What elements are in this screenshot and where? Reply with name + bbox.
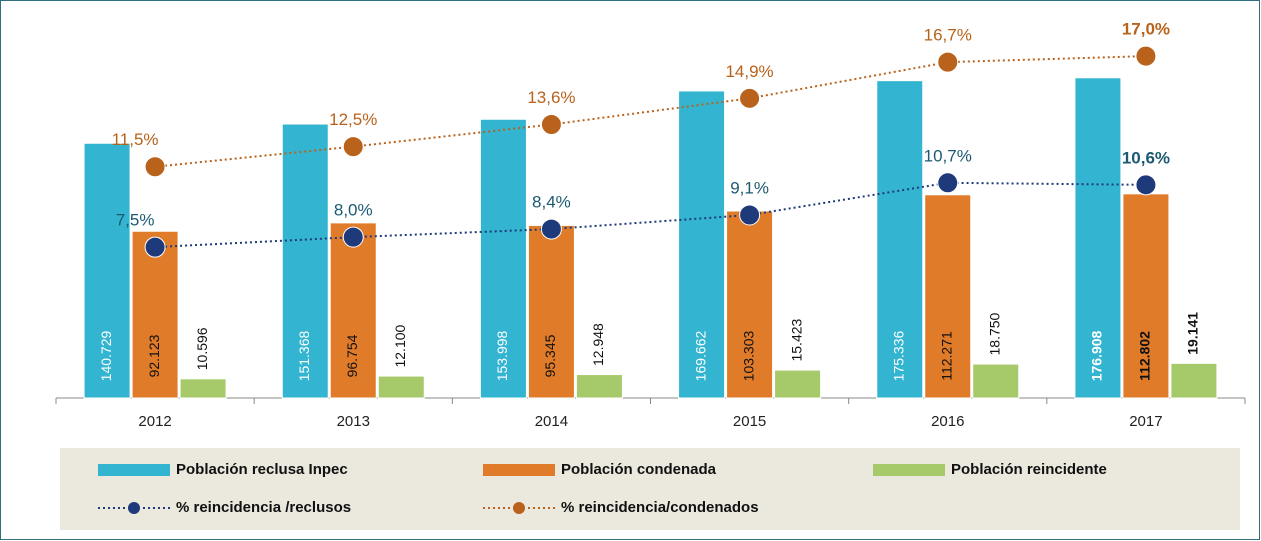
x-tick-label: 2012 bbox=[138, 413, 171, 430]
line-value-label: 12,5% bbox=[329, 110, 377, 129]
bar bbox=[329, 222, 377, 399]
bar-value-label: 112.802 bbox=[1137, 331, 1153, 381]
bar-value-label: 103.303 bbox=[740, 330, 756, 381]
legend-swatch bbox=[483, 464, 555, 476]
legend-marker bbox=[128, 502, 140, 514]
bar-value-label: 12.948 bbox=[590, 323, 606, 366]
line-value-label: 10,6% bbox=[1122, 148, 1170, 167]
bar bbox=[774, 369, 822, 399]
x-tick-label: 2014 bbox=[535, 413, 568, 430]
legend-label: % reincidencia/condenados bbox=[561, 499, 759, 516]
bar bbox=[479, 118, 527, 399]
bar bbox=[131, 230, 179, 399]
x-tick-label: 2017 bbox=[1129, 413, 1162, 430]
line-series bbox=[154, 55, 1146, 168]
bar bbox=[1122, 193, 1170, 399]
legend-label: Población condenada bbox=[561, 461, 717, 478]
bar-value-label: 151.368 bbox=[296, 330, 312, 381]
legend-swatch bbox=[98, 464, 170, 476]
line-point bbox=[1135, 45, 1157, 67]
bar-value-label: 175.336 bbox=[890, 330, 906, 381]
line-point bbox=[342, 226, 364, 248]
legend-marker bbox=[513, 502, 525, 514]
bar bbox=[575, 374, 623, 399]
line-point bbox=[540, 218, 562, 240]
line-point bbox=[144, 156, 166, 178]
bar bbox=[726, 210, 774, 399]
line-value-label: 10,7% bbox=[924, 146, 972, 165]
bar-value-label: 96.754 bbox=[344, 334, 360, 377]
line-value-label: 17,0% bbox=[1122, 20, 1170, 39]
x-tick-label: 2015 bbox=[733, 413, 766, 430]
legend-label: % reincidencia /reclusos bbox=[176, 499, 351, 516]
line-point bbox=[937, 172, 959, 194]
line-value-label: 9,1% bbox=[730, 178, 769, 197]
line-value-label: 11,5% bbox=[112, 130, 159, 149]
bar bbox=[179, 378, 227, 399]
bar-value-label: 92.123 bbox=[146, 334, 162, 377]
bar-value-label: 112.271 bbox=[938, 331, 954, 381]
line-point bbox=[1135, 174, 1157, 196]
line-point bbox=[739, 204, 761, 226]
line-value-label: 14,9% bbox=[725, 62, 773, 81]
legend-label: Población reclusa Inpec bbox=[176, 461, 348, 478]
bar-value-label: 169.662 bbox=[692, 330, 708, 381]
line-point bbox=[739, 87, 761, 109]
bar bbox=[527, 224, 575, 399]
bar-value-label: 10.596 bbox=[194, 327, 210, 370]
bar-value-label: 12.100 bbox=[392, 324, 408, 367]
bar bbox=[924, 194, 972, 399]
line-point bbox=[937, 51, 959, 73]
line-value-label: 8,0% bbox=[334, 201, 373, 220]
legend-swatch bbox=[873, 464, 945, 476]
line-point bbox=[144, 236, 166, 258]
x-tick-label: 2013 bbox=[337, 413, 370, 430]
legend-box bbox=[60, 448, 1240, 530]
bar-value-label: 15.423 bbox=[788, 318, 804, 361]
bar bbox=[281, 123, 329, 399]
bar-value-label: 95.345 bbox=[542, 334, 558, 377]
line-value-label: 8,4% bbox=[532, 193, 571, 212]
line-point bbox=[540, 113, 562, 135]
bar bbox=[876, 80, 924, 399]
line-value-label: 7,5% bbox=[116, 211, 155, 230]
bar-value-label: 18.750 bbox=[986, 312, 1002, 355]
bar bbox=[678, 90, 726, 399]
line-point bbox=[342, 136, 364, 158]
bar-value-label: 19.141 bbox=[1185, 312, 1201, 355]
x-tick-label: 2016 bbox=[931, 413, 964, 430]
bar-value-label: 140.729 bbox=[98, 330, 114, 381]
legend-label: Población reincidente bbox=[951, 461, 1107, 478]
bar bbox=[1074, 77, 1122, 399]
bar bbox=[377, 375, 425, 399]
bar bbox=[972, 363, 1020, 399]
line-value-label: 16,7% bbox=[924, 26, 972, 45]
line-series bbox=[155, 181, 1146, 249]
bar bbox=[1170, 362, 1218, 399]
line-value-label: 13,6% bbox=[527, 88, 575, 107]
bar-value-label: 176.908 bbox=[1089, 330, 1105, 381]
bar bbox=[83, 142, 131, 399]
bar-value-label: 153.998 bbox=[494, 330, 510, 381]
